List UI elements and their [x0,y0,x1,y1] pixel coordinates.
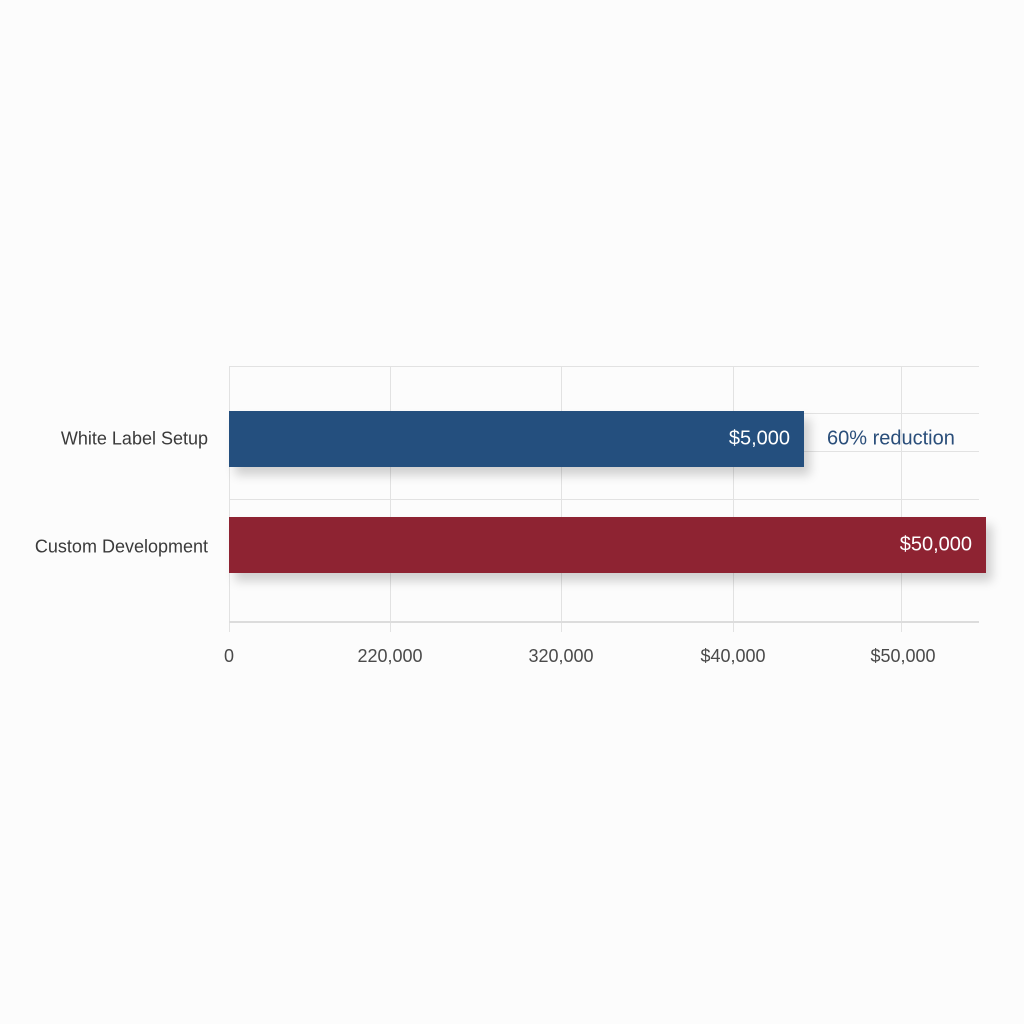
x-tick-label: $40,000 [700,646,766,666]
x-axis-line [229,621,979,623]
reduction-annotation: 60% reduction [827,427,955,450]
gridline-horizontal [229,366,979,367]
bar-white-label-setup: $5,000 [229,411,804,467]
x-tick-label: $50,000 [870,646,936,666]
x-tick-label: 320,000 [528,646,594,666]
category-label-white-label-setup: White Label Setup [60,428,208,449]
category-label-custom-development: Custom Development [34,536,208,557]
gridline-horizontal [804,451,979,452]
bar-value-label: $5,000 [728,427,790,450]
gridline-horizontal [804,413,979,414]
bar-custom-development: $50,000 [229,517,986,573]
x-tick-label: 0 [223,646,235,666]
x-tick-label: 220,000 [357,646,423,666]
bar-value-label: $50,000 [899,533,972,556]
gridline-horizontal [229,499,979,500]
